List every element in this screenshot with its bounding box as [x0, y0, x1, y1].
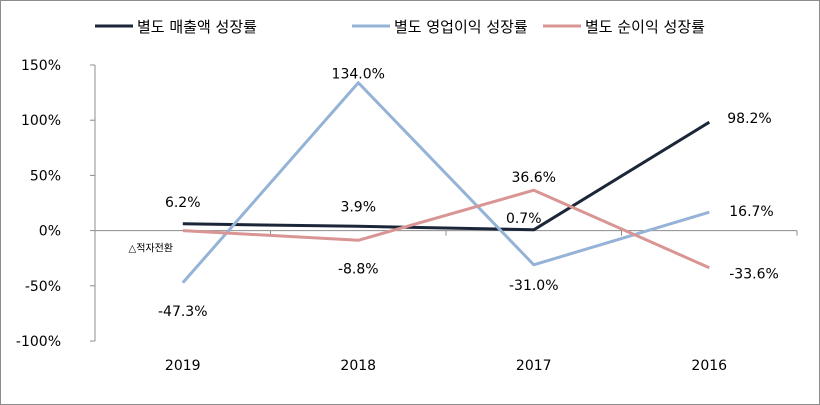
data-label: 36.6%: [512, 170, 556, 186]
y-tick-label: -50%: [25, 279, 61, 295]
legend-label: 별도 매출액 성장률: [137, 18, 257, 36]
data-label: -47.3%: [158, 304, 208, 320]
legend-label: 별도 영업이익 성장률: [394, 18, 528, 36]
series-line-3: [182, 188, 710, 270]
data-label: 6.2%: [165, 195, 201, 211]
data-labels: 6.2% 3.9% 0.7% 98.2% -47.3% 134.0% -31.0% 16.7%…: [129, 67, 779, 320]
y-tick-label: -100%: [16, 334, 61, 350]
data-label: 98.2%: [727, 111, 771, 127]
series-group: [181, 81, 711, 284]
data-label: 134.0%: [332, 67, 385, 83]
x-tick-label: 2016: [691, 358, 727, 374]
legend-label: 별도 순이익 성장률: [585, 18, 705, 36]
x-tick-label: 2018: [340, 358, 376, 374]
y-tick-label: 150%: [21, 58, 61, 74]
x-tick-label: 2019: [165, 358, 201, 374]
data-label: -33.6%: [729, 267, 779, 283]
y-tick-label: 100%: [21, 113, 61, 129]
data-label: △적자전환: [129, 243, 174, 255]
data-label: 0.7%: [506, 211, 542, 227]
series-line-1: [182, 120, 711, 232]
series-line-2: [181, 81, 710, 284]
axes: 150% 100% 50% 0% -50% -100% 2019 2018 2017 2016: [16, 58, 798, 374]
data-label: 3.9%: [340, 199, 376, 215]
y-tick-label: 50%: [30, 168, 61, 184]
legend: 별도 매출액 성장률 별도 영업이익 성장률 별도 순이익 성장률: [95, 18, 705, 36]
data-label: -31.0%: [509, 278, 559, 294]
data-label: 16.7%: [729, 204, 773, 220]
x-tick-label: 2017: [516, 358, 552, 374]
y-tick-label: 0%: [39, 224, 61, 240]
data-label: -8.8%: [338, 261, 379, 277]
